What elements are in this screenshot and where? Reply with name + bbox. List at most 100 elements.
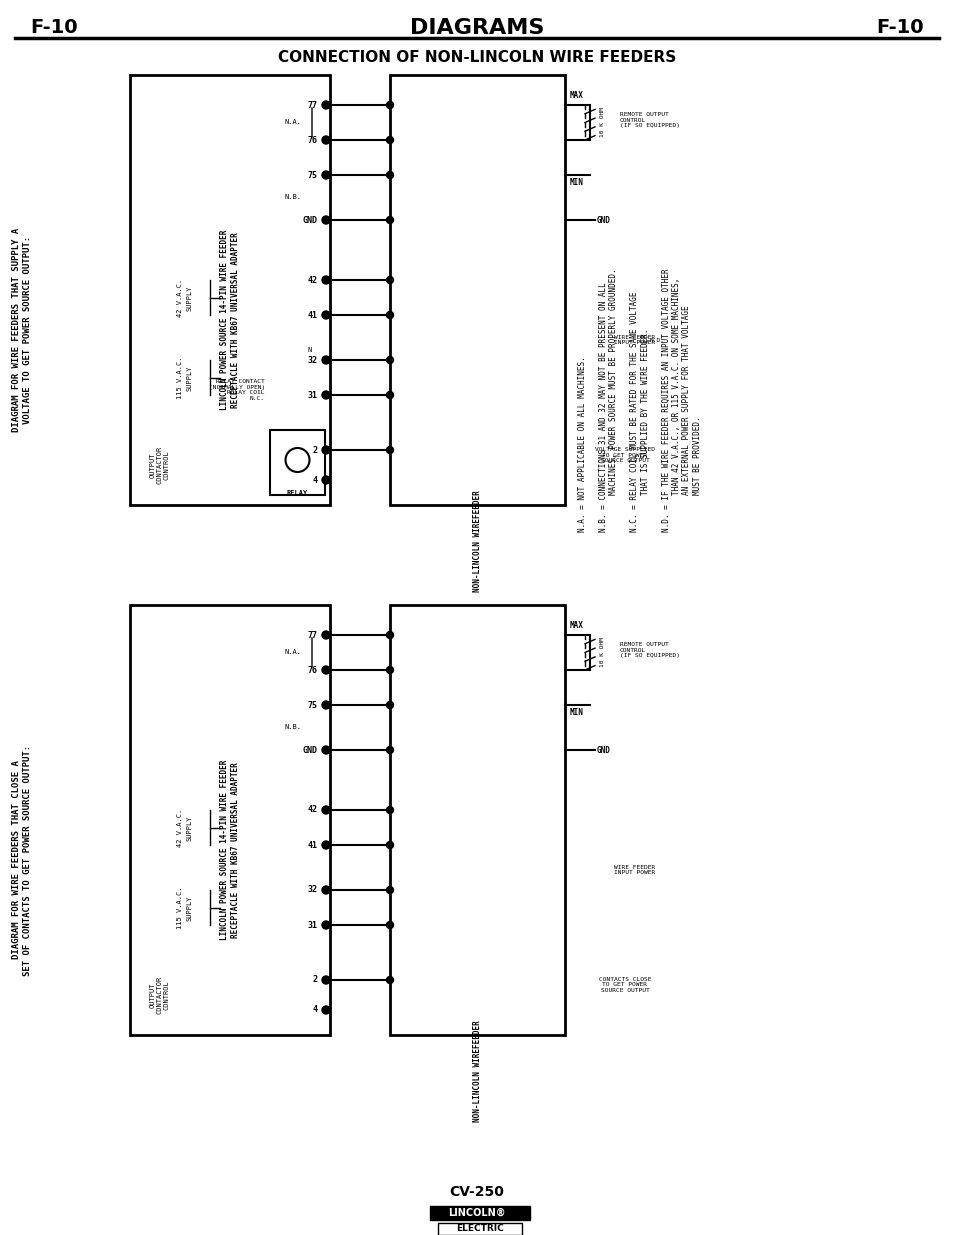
- Text: 32: 32: [308, 885, 317, 894]
- Text: 31: 31: [308, 390, 317, 399]
- Text: 42: 42: [308, 805, 317, 815]
- Text: LINCOLN POWER SOURCE 14-PIN WIRE FEEDER
RECEPTACLE WITH KB67 UNIVERSAL ADAPTER: LINCOLN POWER SOURCE 14-PIN WIRE FEEDER …: [220, 230, 239, 410]
- Bar: [430, 1207, 530, 1220]
- Text: 10 K OHM: 10 K OHM: [599, 637, 604, 667]
- Text: MIN: MIN: [569, 178, 583, 186]
- Text: RELAY: RELAY: [287, 490, 308, 496]
- Text: N.B.: N.B.: [285, 194, 302, 200]
- Text: 77: 77: [308, 631, 317, 640]
- Circle shape: [386, 887, 393, 893]
- Text: RELAY CONTACT
(NORMALLY OPEN)
RELAY COIL
N.C.: RELAY CONTACT (NORMALLY OPEN) RELAY COIL…: [209, 379, 265, 401]
- Bar: [130, 75, 330, 505]
- Text: DIAGRAM FOR WIRE FEEDERS THAT SUPPLY A
VOLTAGE TO GET POWER SOURCE OUTPUT:: DIAGRAM FOR WIRE FEEDERS THAT SUPPLY A V…: [12, 228, 31, 432]
- Circle shape: [322, 356, 330, 364]
- Text: CONTACTS CLOSE
TO GET POWER
SOURCE OUTPUT: CONTACTS CLOSE TO GET POWER SOURCE OUTPU…: [598, 977, 651, 993]
- Circle shape: [386, 101, 393, 109]
- Text: 4: 4: [313, 1005, 317, 1014]
- Text: GND: GND: [303, 746, 317, 755]
- Circle shape: [322, 216, 330, 224]
- Text: 41: 41: [308, 841, 317, 850]
- Text: F-10: F-10: [876, 19, 923, 37]
- Circle shape: [322, 976, 330, 984]
- Bar: [270, 430, 325, 495]
- Text: ELECTRIC: ELECTRIC: [456, 1224, 503, 1234]
- Text: SUPPLY: SUPPLY: [187, 285, 193, 311]
- Text: OUTPUT
CONTACTOR
CONTROL: OUTPUT CONTACTOR CONTROL: [150, 446, 170, 484]
- Text: 32: 32: [308, 356, 317, 364]
- Text: 77: 77: [308, 100, 317, 110]
- Circle shape: [322, 136, 330, 144]
- Circle shape: [386, 391, 393, 399]
- Circle shape: [322, 841, 330, 848]
- Text: 31: 31: [308, 920, 317, 930]
- Circle shape: [386, 746, 393, 753]
- Circle shape: [322, 806, 330, 814]
- Bar: [130, 605, 330, 1035]
- Text: GND: GND: [597, 215, 610, 225]
- Text: 10 K OHM: 10 K OHM: [599, 107, 604, 137]
- Text: 115 V.A.C.: 115 V.A.C.: [177, 357, 183, 399]
- Bar: [437, 1223, 521, 1235]
- Text: MAX: MAX: [569, 90, 583, 100]
- Circle shape: [386, 311, 393, 319]
- Text: GND: GND: [597, 746, 610, 755]
- Text: 2: 2: [313, 446, 317, 454]
- Circle shape: [322, 666, 330, 674]
- Text: N.B.: N.B.: [285, 724, 302, 730]
- Text: 76: 76: [308, 136, 317, 144]
- Circle shape: [386, 977, 393, 983]
- Text: DIAGRAM FOR WIRE FEEDERS THAT CLOSE A
SET OF CONTACTS TO GET POWER SOURCE OUTPUT: DIAGRAM FOR WIRE FEEDERS THAT CLOSE A SE…: [12, 745, 31, 976]
- Text: N.A.: N.A.: [285, 650, 302, 655]
- Text: GND: GND: [303, 215, 317, 225]
- Circle shape: [386, 357, 393, 363]
- Circle shape: [386, 447, 393, 453]
- Circle shape: [322, 101, 330, 109]
- Text: 42: 42: [308, 275, 317, 284]
- Circle shape: [322, 170, 330, 179]
- Text: 2: 2: [313, 976, 317, 984]
- Text: N.A.: N.A.: [285, 119, 302, 125]
- Circle shape: [322, 391, 330, 399]
- Text: LINCOLN®: LINCOLN®: [448, 1208, 505, 1218]
- Circle shape: [386, 216, 393, 224]
- Circle shape: [322, 921, 330, 929]
- Text: 42 V.A.C.: 42 V.A.C.: [177, 809, 183, 847]
- Text: N.D.: N.D.: [649, 337, 664, 342]
- Text: NON-LINCOLN WIREFEEDER: NON-LINCOLN WIREFEEDER: [473, 1020, 481, 1121]
- Circle shape: [322, 446, 330, 454]
- Text: 75: 75: [308, 170, 317, 179]
- Circle shape: [386, 667, 393, 673]
- Text: 115 V.A.C.: 115 V.A.C.: [177, 887, 183, 929]
- Text: DIAGRAMS: DIAGRAMS: [410, 19, 543, 38]
- Text: 42 V.A.C.: 42 V.A.C.: [177, 279, 183, 317]
- Circle shape: [322, 275, 330, 284]
- Text: NON-LINCOLN WIREFEEDER: NON-LINCOLN WIREFEEDER: [473, 490, 481, 592]
- Circle shape: [322, 631, 330, 638]
- Text: LINCOLN POWER SOURCE 14-PIN WIRE FEEDER
RECEPTACLE WITH KB67 UNIVERSAL ADAPTER: LINCOLN POWER SOURCE 14-PIN WIRE FEEDER …: [220, 760, 239, 940]
- Text: N: N: [308, 347, 312, 353]
- Text: SUPPLY: SUPPLY: [187, 366, 193, 390]
- Text: REMOTE OUTPUT
CONTROL
(IF SO EQUIPPED): REMOTE OUTPUT CONTROL (IF SO EQUIPPED): [619, 111, 679, 128]
- Bar: [390, 75, 564, 505]
- Text: MAX: MAX: [569, 620, 583, 630]
- Text: CONNECTION OF NON-LINCOLN WIRE FEEDERS: CONNECTION OF NON-LINCOLN WIRE FEEDERS: [277, 49, 676, 65]
- Text: N.A. = NOT APPLICABLE ON ALL MACHINES.

N.B. = CONNECTIONS 31 AND 32 MAY NOT BE : N.A. = NOT APPLICABLE ON ALL MACHINES. N…: [578, 268, 701, 532]
- Circle shape: [386, 806, 393, 814]
- Bar: [390, 605, 564, 1035]
- Circle shape: [386, 277, 393, 284]
- Text: WIRE FEEDER
INPUT POWER: WIRE FEEDER INPUT POWER: [614, 864, 655, 876]
- Circle shape: [322, 311, 330, 319]
- Text: SUPPLY: SUPPLY: [187, 815, 193, 841]
- Text: OUTPUT
CONTACTOR
CONTROL: OUTPUT CONTACTOR CONTROL: [150, 976, 170, 1014]
- Text: SUPPLY: SUPPLY: [187, 895, 193, 921]
- Circle shape: [322, 1007, 330, 1014]
- Circle shape: [386, 701, 393, 709]
- Text: REMOTE OUTPUT
CONTROL
(IF SO EQUIPPED): REMOTE OUTPUT CONTROL (IF SO EQUIPPED): [619, 642, 679, 658]
- Circle shape: [386, 841, 393, 848]
- Text: VOLTAGE SUPPLIED
TO GET POWER
SOURCE OUTPUT: VOLTAGE SUPPLIED TO GET POWER SOURCE OUT…: [595, 447, 655, 463]
- Text: 76: 76: [308, 666, 317, 674]
- Circle shape: [285, 448, 309, 472]
- Text: MIN: MIN: [569, 708, 583, 718]
- Circle shape: [386, 631, 393, 638]
- Circle shape: [322, 701, 330, 709]
